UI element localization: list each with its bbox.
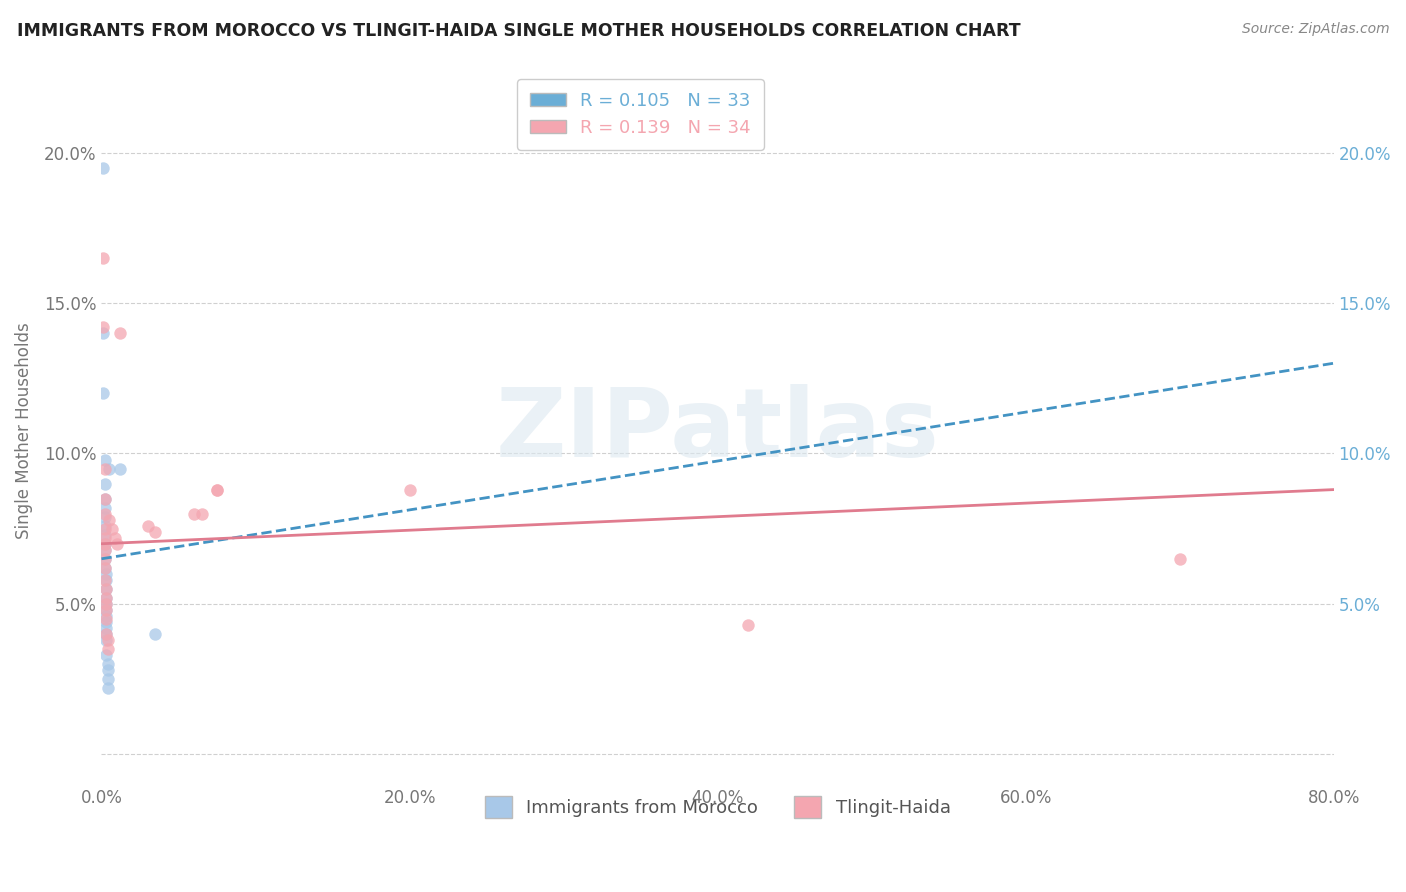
Point: [93, 551, 115, 566]
Point: [93, 573, 115, 587]
Point: [93, 551, 115, 566]
Point: [94, 591, 117, 605]
Point: [101, 522, 124, 536]
Point: [108, 461, 131, 475]
Point: [205, 483, 228, 497]
Point: [97, 657, 120, 671]
Point: [93, 537, 115, 551]
Point: [97, 681, 120, 695]
Text: ZIPatlas: ZIPatlas: [496, 384, 939, 477]
Point: [94, 582, 117, 596]
Point: [93, 561, 115, 575]
Point: [93, 461, 115, 475]
Text: IMMIGRANTS FROM MOROCCO VS TLINGIT-HAIDA SINGLE MOTHER HOUSEHOLDS CORRELATION CH: IMMIGRANTS FROM MOROCCO VS TLINGIT-HAIDA…: [17, 22, 1021, 40]
Point: [93, 531, 115, 545]
Point: [1168, 551, 1191, 566]
Point: [94, 591, 117, 605]
Point: [94, 615, 117, 629]
Point: [94, 582, 117, 596]
Point: [94, 627, 117, 641]
Point: [93, 476, 115, 491]
Point: [398, 483, 420, 497]
Point: [94, 648, 117, 662]
Point: [145, 627, 167, 641]
Point: [98, 513, 121, 527]
Point: [94, 609, 117, 624]
Point: [93, 522, 115, 536]
Point: [98, 461, 121, 475]
Point: [94, 597, 117, 611]
Point: [94, 633, 117, 648]
Point: [183, 507, 205, 521]
Point: [93, 518, 115, 533]
Point: [93, 542, 115, 557]
Point: [91, 326, 114, 340]
Point: [97, 633, 120, 648]
Point: [94, 566, 117, 581]
Point: [94, 603, 117, 617]
Point: [108, 326, 131, 340]
Point: [105, 537, 128, 551]
Point: [97, 672, 120, 686]
Point: [93, 509, 115, 524]
Text: Source: ZipAtlas.com: Source: ZipAtlas.com: [1241, 22, 1389, 37]
Point: [91, 386, 114, 401]
Point: [93, 527, 115, 541]
Point: [97, 642, 120, 657]
Y-axis label: Single Mother Households: Single Mother Households: [15, 323, 32, 540]
Point: [205, 483, 228, 497]
Point: [93, 491, 115, 506]
Point: [93, 542, 115, 557]
Point: [93, 537, 115, 551]
Point: [91, 320, 114, 334]
Point: [93, 491, 115, 506]
Point: [136, 518, 159, 533]
Point: [93, 500, 115, 515]
Point: [93, 507, 115, 521]
Point: [104, 531, 127, 545]
Point: [94, 597, 117, 611]
Point: [94, 573, 117, 587]
Point: [94, 627, 117, 641]
Point: [97, 663, 120, 677]
Point: [190, 507, 212, 521]
Point: [94, 612, 117, 626]
Legend: Immigrants from Morocco, Tlingit-Haida: Immigrants from Morocco, Tlingit-Haida: [477, 789, 957, 825]
Point: [737, 618, 759, 632]
Point: [91, 251, 114, 265]
Point: [91, 161, 114, 175]
Point: [94, 603, 117, 617]
Point: [93, 561, 115, 575]
Point: [93, 452, 115, 467]
Point: [145, 524, 167, 539]
Point: [94, 621, 117, 635]
